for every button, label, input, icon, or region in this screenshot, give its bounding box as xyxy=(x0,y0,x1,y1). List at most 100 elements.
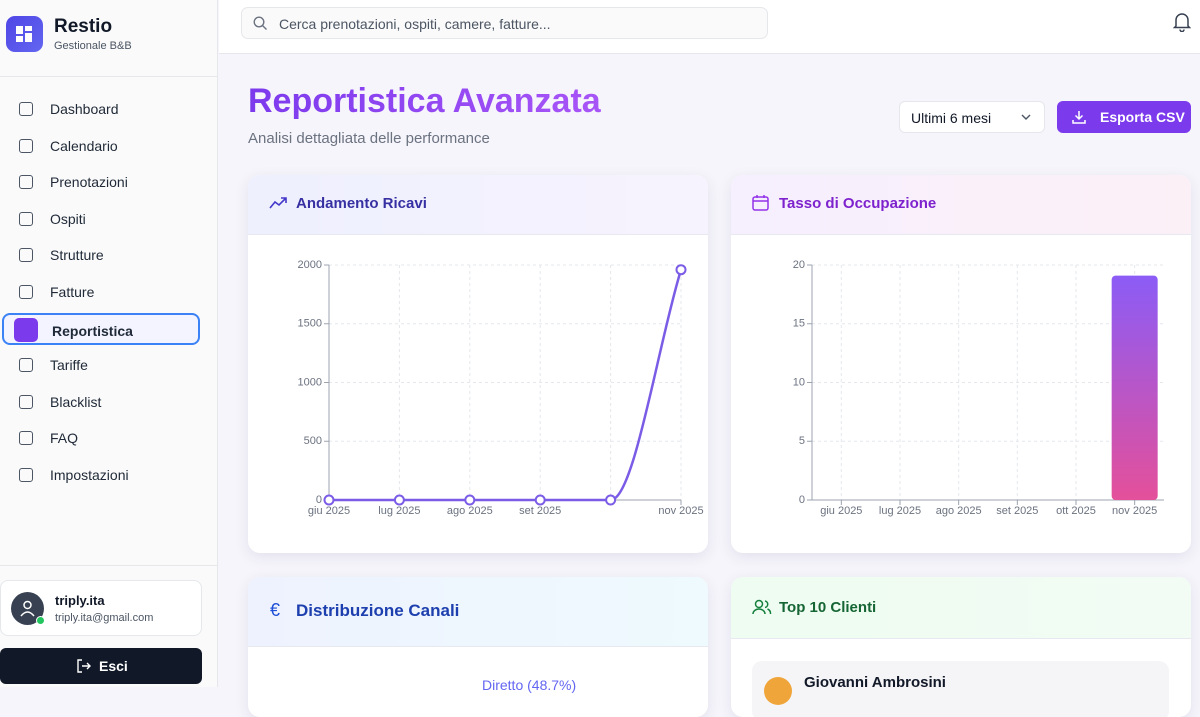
nav-label: Strutture xyxy=(50,247,104,264)
point xyxy=(675,264,687,276)
divider xyxy=(0,76,217,77)
channels-card: € Distribuzione Canali Diretto (48.7%) xyxy=(248,577,708,717)
card-header: € Distribuzione Canali xyxy=(248,577,708,647)
nav-label: Calendario xyxy=(50,137,118,154)
nav-icon xyxy=(19,102,33,116)
nav-icon xyxy=(19,468,33,482)
x-tick-label: giu 2025 xyxy=(820,505,862,517)
logo-icon xyxy=(16,26,32,42)
nav-item[interactable]: Tariffe xyxy=(2,349,200,381)
logo[interactable] xyxy=(6,16,43,52)
y-tick-label: 5 xyxy=(799,435,805,447)
point xyxy=(605,494,617,506)
logout-icon xyxy=(77,659,91,673)
export-label: Esporta CSV xyxy=(1100,109,1185,125)
point xyxy=(534,494,546,506)
card-title: Top 10 Clienti xyxy=(779,599,877,616)
nav-label: Reportistica xyxy=(52,322,133,339)
nav-item[interactable]: Calendario xyxy=(2,130,200,162)
nav-icon xyxy=(19,431,33,446)
users-icon xyxy=(752,599,772,615)
nav: Dashboard Calendario Prenotazioni Ospiti Str… xyxy=(0,0,217,560)
nav-label: Fatture xyxy=(50,284,95,300)
nav-item[interactable]: Dashboard xyxy=(2,93,200,125)
y-tick-label: 1000 xyxy=(298,376,322,388)
y-tick-label: 1500 xyxy=(298,318,322,330)
divider xyxy=(0,565,217,566)
calendar-icon xyxy=(752,195,769,211)
line xyxy=(328,269,683,502)
x-tick-label: lug 2025 xyxy=(879,505,921,517)
nav-label: FAQ xyxy=(50,430,79,447)
y-tick-label: 20 xyxy=(793,259,805,271)
bar-chart: 0 5 10 15 20 giu 2025 lug 2025 ago 2025 set 2025… xyxy=(793,259,1164,517)
nav-item[interactable]: Impostazioni xyxy=(2,459,200,491)
nav-item[interactable]: FAQ xyxy=(2,422,200,454)
point xyxy=(464,494,476,506)
x-tick-label: set 2025 xyxy=(996,505,1038,517)
occupancy-card: Tasso di Occupazione 0 5 10 15 20 giu 2025 lug… xyxy=(731,175,1191,553)
nav-icon xyxy=(19,248,33,263)
card-header: Top 10 Clienti xyxy=(731,577,1191,639)
x-tick-label: nov 2025 xyxy=(658,505,703,517)
period-select[interactable]: Ultimi 6 mesi xyxy=(899,101,1045,133)
nav-label: Prenotazioni xyxy=(50,174,128,191)
nav-item[interactable]: Reportistica xyxy=(2,312,200,345)
nav-item[interactable]: Ospiti xyxy=(2,203,200,235)
nav-label: Impostazioni xyxy=(50,467,129,483)
status-dot xyxy=(36,616,45,625)
line-chart: 0 500 1000 1500 2000 giu 2025 lug 2025 ago 2025… xyxy=(298,259,704,517)
nav-item[interactable]: Blacklist xyxy=(2,386,200,418)
export-button[interactable]: Esporta CSV xyxy=(1057,101,1191,133)
x-tick-label: ago 2025 xyxy=(447,505,493,517)
card-title: Andamento Ricavi xyxy=(296,195,427,212)
notifications-icon[interactable] xyxy=(1173,12,1191,32)
y-tick-label: 500 xyxy=(304,435,322,447)
nav-icon xyxy=(19,358,33,373)
tagline: Gestionale B&B xyxy=(54,40,132,52)
user-card[interactable]: triply.ita triply.ita@gmail.com xyxy=(0,580,202,636)
page-subtitle: Analisi dettagliata delle performance xyxy=(248,130,490,147)
nav-icon xyxy=(19,285,33,299)
nav-icon xyxy=(19,211,33,226)
user-name: triply.ita xyxy=(55,593,105,608)
nav-icon xyxy=(14,317,38,342)
bar xyxy=(1111,275,1158,500)
card-header: Tasso di Occupazione xyxy=(731,175,1191,235)
logout-button[interactable]: Esci xyxy=(0,648,202,684)
nav-item[interactable]: Strutture xyxy=(2,239,200,271)
y-tick-label: 2000 xyxy=(298,259,322,271)
search-icon xyxy=(253,16,267,30)
y-tick-label: 15 xyxy=(793,318,805,330)
logout-label: Esci xyxy=(99,658,128,674)
clients-card: Top 10 Clienti Giovanni Ambrosini xyxy=(731,577,1191,717)
period-label: Ultimi 6 mesi xyxy=(911,110,992,126)
x-tick-label: lug 2025 xyxy=(378,505,420,517)
search-box[interactable]: Cerca prenotazioni, ospiti, camere, fatt… xyxy=(241,7,768,39)
point xyxy=(323,494,335,506)
nav-item[interactable]: Fatture xyxy=(2,276,200,308)
nav-label: Ospiti xyxy=(50,210,86,227)
nav-icon xyxy=(19,175,33,190)
avatar-icon xyxy=(20,600,35,617)
euro-icon: € xyxy=(270,600,281,620)
y-tick-label: 10 xyxy=(793,376,805,388)
nav-label: Blacklist xyxy=(50,393,102,410)
nav-label: Dashboard xyxy=(50,101,119,117)
chevron xyxy=(1021,114,1031,120)
nav-icon xyxy=(19,394,33,409)
trend-icon xyxy=(269,197,287,209)
y-tick-label: 0 xyxy=(316,494,322,506)
nav-item[interactable]: Prenotazioni xyxy=(2,166,200,198)
nav-icon xyxy=(19,138,33,153)
client-name: Giovanni Ambrosini xyxy=(804,674,946,691)
user-email: triply.ita@gmail.com xyxy=(55,612,154,624)
x-tick-label: set 2025 xyxy=(519,505,561,517)
client-row[interactable]: Giovanni Ambrosini xyxy=(752,661,1169,717)
revenue-card: Andamento Ricavi 0 500 1000 1500 2000 giu 202… xyxy=(248,175,708,553)
sidebar: Restio Gestionale B&B Dashboard Calendari… xyxy=(0,0,218,687)
nav-label: Tariffe xyxy=(50,357,88,374)
point xyxy=(393,494,405,506)
card-header: Andamento Ricavi xyxy=(248,175,708,235)
x-tick-label: ott 2025 xyxy=(1056,505,1096,517)
